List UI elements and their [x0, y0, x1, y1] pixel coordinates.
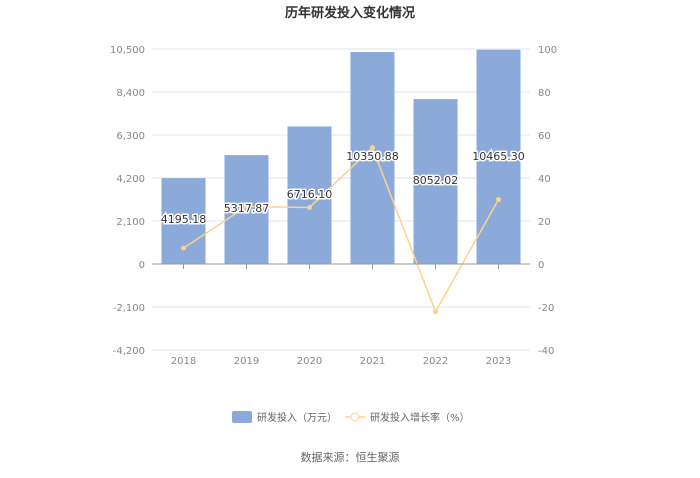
- right-tick-label: 80: [538, 88, 551, 99]
- legend-line-marker: [350, 412, 360, 422]
- x-tick-label: 2023: [486, 356, 511, 367]
- bar: [350, 52, 395, 265]
- right-tick-label: 60: [538, 131, 551, 142]
- left-tick-label: -4,200: [113, 346, 145, 357]
- right-tick-label: 100: [538, 45, 557, 56]
- left-tick-label: 2,100: [116, 217, 145, 228]
- bar-data-label: 10465.30: [472, 150, 525, 163]
- left-tick-label: -2,100: [113, 303, 145, 314]
- bar: [224, 155, 269, 264]
- growth-rate-line: [183, 146, 500, 314]
- growth-rate-point: [181, 245, 186, 251]
- x-tick-label: 2018: [171, 356, 196, 367]
- bar-data-label: 8052.02: [413, 174, 459, 187]
- right-tick-label: -40: [538, 346, 554, 357]
- right-tick-label: 40: [538, 174, 551, 185]
- left-tick-label: 10,500: [110, 45, 145, 56]
- left-tick-label: 4,200: [116, 174, 145, 185]
- bar-data-label: 10350.88: [346, 150, 399, 163]
- bar-data-label: 5317.87: [224, 202, 270, 215]
- x-tick-label: 2020: [297, 356, 322, 367]
- chart-title: 历年研发投入变化情况: [285, 5, 415, 21]
- left-tick-label: 8,400: [116, 88, 145, 99]
- bar-data-label: 4195.18: [161, 213, 207, 226]
- right-tick-label: 0: [538, 260, 544, 271]
- x-tick-label: 2022: [423, 356, 448, 367]
- legend[interactable]: 研发投入（万元） 研发投入增长率（%）: [232, 411, 470, 424]
- legend-line-label: 研发投入增长率（%）: [370, 411, 470, 424]
- right-tick-label: -20: [538, 303, 554, 314]
- growth-rate-point: [370, 145, 375, 151]
- x-tick-label: 2019: [234, 356, 259, 367]
- growth-rate-point: [433, 309, 438, 315]
- bar: [413, 99, 458, 264]
- bar: [476, 49, 521, 264]
- legend-bar-label: 研发投入（万元）: [257, 411, 337, 424]
- bar-data-label: 6716.10: [287, 188, 333, 201]
- left-tick-label: 6,300: [116, 131, 145, 142]
- legend-bar-swatch: [232, 411, 252, 423]
- bar: [287, 126, 332, 264]
- x-tick-label: 2021: [360, 356, 385, 367]
- right-tick-label: 20: [538, 217, 551, 228]
- growth-rate-point: [244, 203, 249, 209]
- source-note: 数据来源：恒生聚源: [301, 450, 400, 464]
- growth-rate-point: [496, 197, 501, 203]
- growth-rate-point: [307, 204, 312, 210]
- left-tick-label: 0: [139, 260, 145, 271]
